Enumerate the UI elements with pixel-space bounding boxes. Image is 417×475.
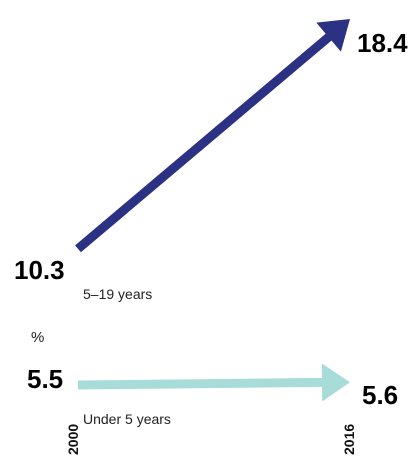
series-2-name: Under 5 years [83, 411, 171, 427]
series-2-arrow-head [321, 363, 350, 402]
series-1-arrow-line [75, 32, 334, 253]
series-1-start-value: 10.3 [14, 255, 65, 285]
unit-label: % [31, 329, 44, 346]
series-1-arrow-head [316, 19, 350, 52]
x-tick-end: 2016 [341, 424, 357, 455]
series-1-name: 5–19 years [83, 286, 152, 302]
series-arrows [75, 19, 350, 402]
series-1-end-value: 18.4 [357, 28, 408, 58]
series-2-start-value: 5.5 [27, 364, 63, 394]
series-2-arrow-line [77, 377, 325, 390]
x-tick-start: 2000 [65, 424, 81, 455]
series-2-end-value: 5.6 [362, 380, 398, 410]
